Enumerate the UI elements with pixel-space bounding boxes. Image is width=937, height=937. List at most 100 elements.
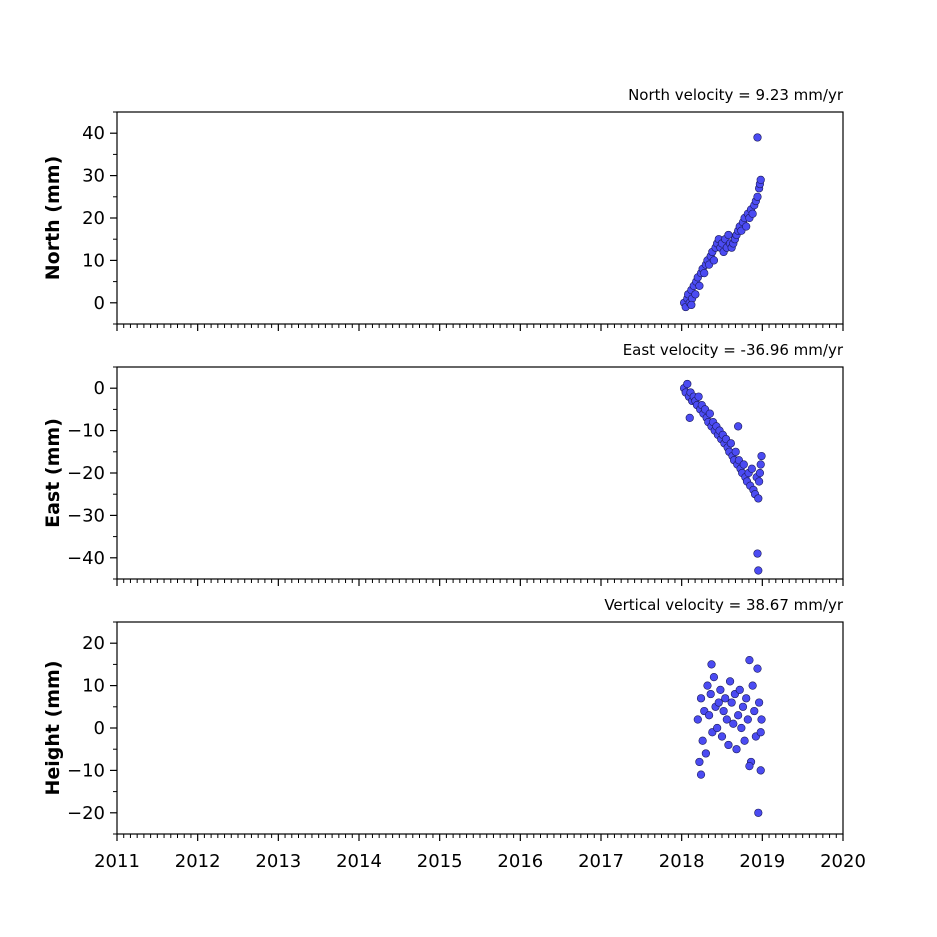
data-point xyxy=(745,762,754,771)
data-point xyxy=(748,681,757,690)
data-point xyxy=(698,736,707,745)
velocity-label: East velocity = -36.96 mm/yr xyxy=(623,341,844,359)
y-tick-label: −10 xyxy=(67,760,105,781)
data-point xyxy=(734,422,743,431)
data-point xyxy=(703,681,712,690)
y-tick-label: 20 xyxy=(82,633,105,654)
data-point xyxy=(755,477,764,486)
x-tick-label: 2011 xyxy=(94,851,140,872)
x-tick-label: 2012 xyxy=(175,851,221,872)
data-point xyxy=(694,392,703,401)
data-point xyxy=(748,209,757,218)
data-point xyxy=(693,715,702,724)
data-point xyxy=(701,749,710,758)
data-point xyxy=(756,728,765,737)
data-point xyxy=(731,447,740,456)
data-point xyxy=(717,732,727,741)
y-tick-label: −10 xyxy=(67,421,105,442)
data-point xyxy=(739,460,748,469)
data-point xyxy=(709,256,719,265)
height-panel: 20 10 0 −10 −20 2011 2012 2013 2014 2015 2016 2017 2… xyxy=(42,596,866,872)
y-tick-label: −40 xyxy=(67,548,105,569)
data-point xyxy=(695,757,704,767)
data-point xyxy=(724,230,733,240)
data-point xyxy=(726,439,735,448)
y-tick-label: 0 xyxy=(94,378,105,399)
data-point xyxy=(742,694,751,703)
data-point xyxy=(714,698,723,707)
data-point xyxy=(750,706,759,716)
data-point xyxy=(722,715,731,724)
data-point xyxy=(753,192,762,201)
x-tick-label: 2014 xyxy=(336,851,382,872)
y-axis-label: East (mm) xyxy=(42,418,64,528)
y-tick-label: −30 xyxy=(67,505,105,526)
data-point xyxy=(704,711,714,720)
data-point xyxy=(729,719,738,728)
x-tick-label: 2017 xyxy=(578,851,624,872)
data-point xyxy=(700,269,709,278)
data-point xyxy=(719,706,728,716)
data-point xyxy=(753,549,762,558)
data-point xyxy=(705,409,715,418)
data-point xyxy=(740,736,749,745)
axes-frame xyxy=(116,111,844,325)
x-tick-label: 2019 xyxy=(739,851,785,872)
x-tick-label: 2016 xyxy=(497,851,543,872)
y-tick-label: 0 xyxy=(94,718,105,739)
x-tick-label: 2015 xyxy=(417,851,463,872)
y-tick-label: 40 xyxy=(82,123,105,144)
data-point xyxy=(696,694,706,703)
y-tick-label: 30 xyxy=(82,166,105,187)
data-point xyxy=(696,770,706,779)
data-point xyxy=(691,290,700,299)
data-point xyxy=(755,468,765,478)
velocity-label: North velocity = 9.23 mm/yr xyxy=(628,86,844,104)
data-point xyxy=(756,175,765,184)
data-point xyxy=(716,685,725,694)
data-point xyxy=(755,698,764,707)
y-tick-label: −20 xyxy=(67,803,105,824)
y-axis-label: North (mm) xyxy=(42,156,64,281)
data-point xyxy=(737,723,746,733)
data-point xyxy=(724,740,733,750)
y-tick-label: −20 xyxy=(67,463,105,484)
x-tick-label: 2020 xyxy=(820,851,866,872)
data-point xyxy=(757,451,766,461)
data-point xyxy=(713,723,722,733)
y-tick-label: 10 xyxy=(82,676,105,697)
data-point xyxy=(709,673,719,682)
data-point xyxy=(695,281,704,290)
y-tick-label: 10 xyxy=(82,250,105,271)
data-point xyxy=(706,689,715,699)
data-point xyxy=(754,494,763,503)
data-point xyxy=(745,656,754,665)
data-point xyxy=(743,715,752,724)
x-tick-label: 2013 xyxy=(255,851,301,872)
data-point xyxy=(757,715,766,724)
data-point xyxy=(732,745,741,754)
data-point xyxy=(756,766,765,775)
data-point xyxy=(754,566,763,575)
data-point xyxy=(738,702,748,711)
north-panel: 0 10 20 30 40 North (mm) North velocity = 9.23… xyxy=(42,86,844,331)
data-point xyxy=(683,379,692,389)
axes-frame xyxy=(116,621,844,835)
data-point xyxy=(685,413,694,422)
data-point xyxy=(734,711,743,720)
y-axis-label: Height (mm) xyxy=(42,660,64,795)
data-point xyxy=(753,664,762,673)
x-tick-label: 2018 xyxy=(659,851,705,872)
data-point xyxy=(707,660,716,669)
y-tick-label: 0 xyxy=(94,293,105,314)
data-point xyxy=(721,694,730,703)
velocity-label: Vertical velocity = 38.67 mm/yr xyxy=(604,596,844,614)
data-point xyxy=(735,685,744,694)
data-point xyxy=(727,698,736,707)
data-point xyxy=(742,222,751,231)
data-point xyxy=(754,808,763,817)
data-point xyxy=(753,133,762,142)
data-point xyxy=(756,460,765,469)
